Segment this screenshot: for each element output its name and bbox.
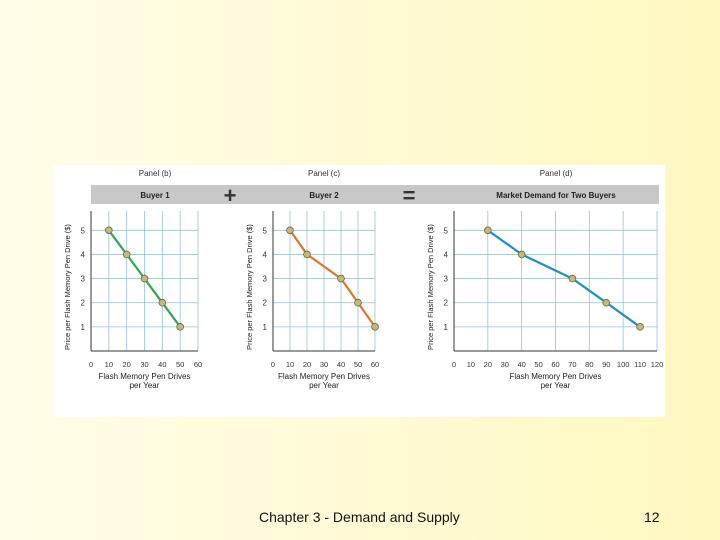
x-tick-label: 30 (501, 360, 509, 369)
panel-title: Buyer 1 (140, 191, 170, 200)
x-tick-label: 60 (371, 360, 379, 369)
data-point (287, 227, 294, 234)
data-point (105, 227, 112, 234)
x-tick-label: 20 (122, 360, 130, 369)
y-tick-label: 4 (444, 250, 449, 259)
y-tick-label: 5 (81, 226, 86, 235)
x-tick-label: 20 (303, 360, 311, 369)
y-tick-label: 2 (81, 299, 86, 308)
x-tick-label: 110 (634, 360, 646, 369)
y-tick-label: 3 (263, 275, 268, 284)
x-tick-label: 90 (602, 360, 610, 369)
panel-label: Panel (c) (308, 169, 340, 178)
y-axis-label: Price per Flash Memory Pen Drive ($) (426, 224, 435, 350)
x-tick-label: 120 (651, 360, 664, 369)
x-tick-label: 60 (551, 360, 559, 369)
equals-operator: = (403, 183, 416, 208)
x-axis-label-line1: Flash Memory Pen Drives (509, 372, 601, 381)
y-tick-label: 1 (81, 323, 86, 332)
x-axis-label-line2: per Year (309, 381, 339, 390)
data-point (338, 275, 345, 282)
data-point (637, 323, 644, 330)
x-tick-label: 40 (337, 360, 345, 369)
x-tick-label: 0 (89, 360, 93, 369)
x-tick-label: 50 (354, 360, 362, 369)
y-axis-label: Price per Flash Memory Pen Drive ($) (63, 224, 72, 350)
x-tick-label: 100 (617, 360, 630, 369)
x-axis-label-line2: per Year (130, 381, 160, 390)
data-point (304, 251, 311, 258)
y-tick-label: 4 (81, 250, 86, 259)
data-point (141, 275, 148, 282)
data-point (159, 299, 166, 306)
x-tick-label: 10 (467, 360, 475, 369)
x-tick-label: 70 (568, 360, 576, 369)
x-tick-label: 10 (286, 360, 294, 369)
x-tick-label: 20 (484, 360, 492, 369)
y-tick-label: 5 (263, 226, 268, 235)
data-point (355, 299, 362, 306)
data-point (484, 227, 491, 234)
y-tick-label: 1 (263, 323, 268, 332)
x-tick-label: 80 (585, 360, 593, 369)
y-tick-label: 4 (263, 250, 268, 259)
panel-title: Buyer 2 (309, 191, 339, 200)
x-tick-label: 60 (194, 360, 202, 369)
page-number: 12 (644, 509, 660, 525)
y-axis-label: Price per Flash Memory Pen Drive ($) (245, 224, 254, 350)
x-tick-label: 40 (517, 360, 525, 369)
demand-figure: + = Panel (b) Buyer 1 1 2 3 4 5 0 10 20 30 40 50 60 Flas… (53, 165, 665, 417)
footer-title: Chapter 3 - Demand and Supply (259, 509, 460, 525)
y-tick-label: 3 (444, 275, 449, 284)
y-tick-label: 3 (81, 275, 86, 284)
plus-operator: + (224, 183, 237, 208)
data-point (603, 299, 610, 306)
x-tick-label: 0 (452, 360, 456, 369)
x-axis-label-line2: per Year (541, 381, 571, 390)
data-point (177, 323, 184, 330)
x-tick-label: 0 (271, 360, 275, 369)
y-tick-label: 1 (444, 323, 449, 332)
y-tick-label: 5 (444, 226, 449, 235)
x-tick-label: 50 (176, 360, 184, 369)
data-point (569, 275, 576, 282)
y-tick-label: 2 (444, 299, 449, 308)
x-tick-label: 10 (105, 360, 113, 369)
y-tick-label: 2 (263, 299, 268, 308)
panel-title: Market Demand for Two Buyers (496, 191, 616, 200)
data-point (372, 323, 379, 330)
data-point (123, 251, 130, 258)
x-tick-label: 50 (534, 360, 542, 369)
x-tick-label: 40 (158, 360, 166, 369)
panel-label: Panel (b) (139, 169, 172, 178)
x-tick-label: 30 (320, 360, 328, 369)
data-point (518, 251, 525, 258)
panel-label: Panel (d) (540, 169, 573, 178)
x-axis-label-line1: Flash Memory Pen Drives (278, 372, 370, 381)
x-axis-label-line1: Flash Memory Pen Drives (98, 372, 190, 381)
x-tick-label: 30 (140, 360, 148, 369)
